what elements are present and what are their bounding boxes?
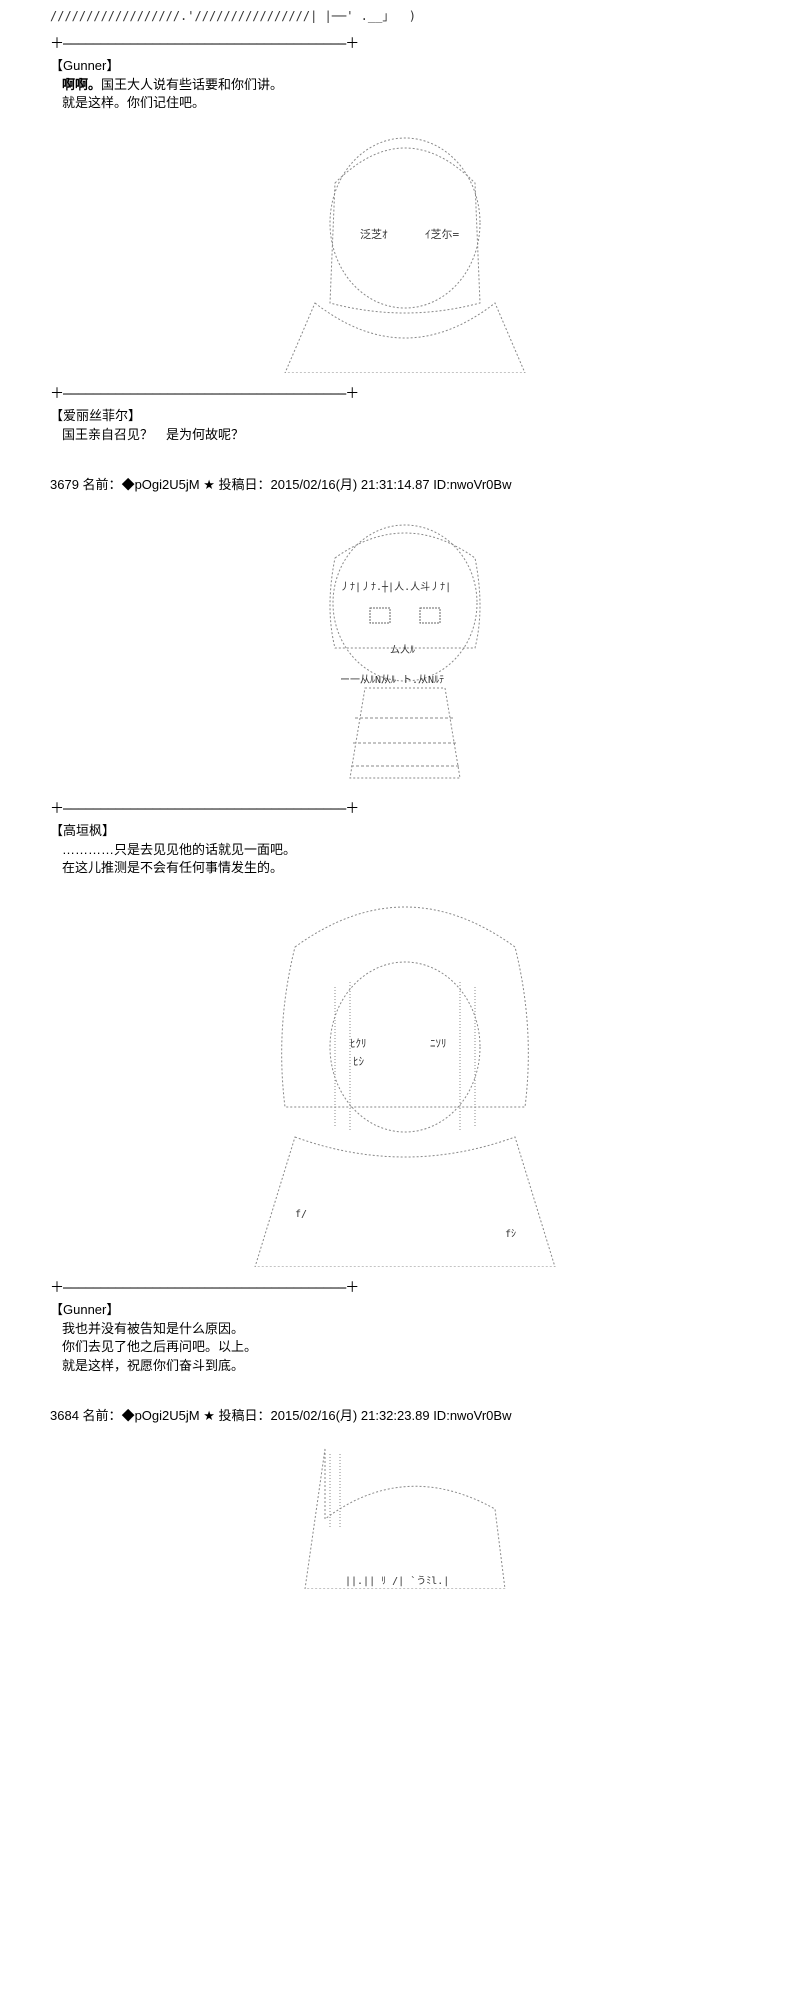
dialogue-text: 国王大人说有些话要和你们讲。 [101, 77, 283, 92]
character-name-irisviel: 【爱丽丝菲尔】 [50, 405, 760, 424]
post-date-label: 投稿日： [219, 1408, 271, 1423]
post-0: //////////////////.'////////////////| |─… [0, 10, 810, 444]
divider-bottom-1: ＋――――――――――――――――――――――――――――――――――――――＋ [50, 1277, 760, 1297]
post-date-label: 投稿日： [219, 477, 271, 492]
dialogue-line: 你们去见了他之后再问吧。以上。 [50, 1338, 760, 1356]
star-icon: ★ [203, 477, 215, 492]
svg-text:泛芝ｵ: 泛芝ｵ [360, 228, 388, 241]
dialogue-line: 就是这样，祝愿你们奋斗到底。 [50, 1357, 760, 1375]
svg-text:ﾆｿﾘ: ﾆｿﾘ [430, 1037, 447, 1050]
dialogue-line: 我也并没有被告知是什么原因。 [50, 1320, 760, 1338]
name-label: 名前： [83, 1408, 122, 1423]
dialogue-line: 啊啊。国王大人说有些话要和你们讲。 [50, 76, 760, 94]
svg-text:ﾋｸﾘ: ﾋｸﾘ [350, 1037, 367, 1050]
dialogue-line: 在这儿推测是不会有任何事情发生的。 [50, 859, 760, 877]
dialogue-line: …………只是去见见他的话就见一面吧。 [50, 841, 760, 859]
post-time: 21:31:14.87 [361, 477, 430, 492]
trip: ◆pOgi2U5jM [122, 477, 200, 492]
post-2: ||.|| ﾘ /| `うﾐl.| [0, 1439, 810, 1589]
post-date: 2015/02/16(月) [271, 477, 358, 492]
post-date: 2015/02/16(月) [271, 1408, 358, 1423]
svg-text:ｲ芝尓=: ｲ芝尓= [425, 227, 459, 241]
aa-art-partial: ||.|| ﾘ /| `うﾐl.| [255, 1439, 555, 1589]
divider-bottom-0: ＋――――――――――――――――――――――――――――――――――――――＋ [50, 383, 760, 403]
svg-text:ﾋｼ: ﾋｼ [353, 1055, 364, 1068]
post-number: 3684 [50, 1408, 79, 1423]
svg-text:ー一从ﾙN从ﾙ ト.从Nﾙﾃ: ー一从ﾙN从ﾙ ト.从Nﾙﾃ [340, 675, 444, 686]
aa-art-irisviel: 泛芝ｵ ｲ芝尓= [265, 123, 545, 373]
svg-text:丿ﾅ|丿ﾅ.┼|人.人斗丿ﾅ|: 丿ﾅ|丿ﾅ.┼|人.人斗丿ﾅ| [340, 580, 451, 593]
dialogue-line: 国王亲自召见？ 是为何故呢？ [50, 426, 760, 444]
svg-text:fｼ: fｼ [505, 1229, 516, 1240]
svg-text:||.|| ﾘ /| `うﾐl.|: ||.|| ﾘ /| `うﾐl.| [345, 1575, 449, 1587]
aa-art-top-fragment: //////////////////.'////////////////| |─… [50, 10, 760, 23]
dialogue-bold: 啊啊。 [62, 77, 101, 92]
post-time: 21:32:23.89 [361, 1408, 430, 1423]
character-name-gunner-0: 【Gunner】 [50, 55, 760, 74]
dialogue-line: 就是这样。你们记住吧。 [50, 94, 760, 112]
post-1: 丿ﾅ|丿ﾅ.┼|人.人斗丿ﾅ| ム人ﾙ ー一从ﾙN从ﾙ ト.从Nﾙﾃ ＋――――… [0, 508, 810, 1375]
post-id: nwoVr0Bw [450, 477, 512, 492]
divider-top-1: ＋――――――――――――――――――――――――――――――――――――――＋ [50, 798, 760, 818]
id-label: ID: [433, 477, 450, 492]
aa-art-kaede: 丿ﾅ|丿ﾅ.┼|人.人斗丿ﾅ| ム人ﾙ ー一从ﾙN从ﾙ ト.从Nﾙﾃ [275, 508, 535, 788]
character-name-gunner-1: 【Gunner】 [50, 1299, 760, 1318]
post-id: nwoVr0Bw [450, 1408, 512, 1423]
name-label: 名前： [83, 477, 122, 492]
svg-text:ム人ﾙ: ム人ﾙ [390, 644, 415, 656]
aa-art-gunner-large: ﾋｸﾘ ﾆｿﾘ ﾋｼ f/ fｼ [235, 887, 575, 1267]
divider-top-0: ＋――――――――――――――――――――――――――――――――――――――＋ [50, 33, 760, 53]
id-label: ID: [433, 1408, 450, 1423]
svg-text:f/: f/ [295, 1209, 307, 1220]
post-number: 3679 [50, 477, 79, 492]
post-header-3679: 3679 名前：◆pOgi2U5jM ★ 投稿日：2015/02/16(月) 2… [50, 474, 810, 493]
trip: ◆pOgi2U5jM [122, 1408, 200, 1423]
star-icon: ★ [203, 1408, 215, 1423]
character-name-kaede: 【高垣枫】 [50, 820, 760, 839]
post-header-3684: 3684 名前：◆pOgi2U5jM ★ 投稿日：2015/02/16(月) 2… [50, 1405, 810, 1424]
